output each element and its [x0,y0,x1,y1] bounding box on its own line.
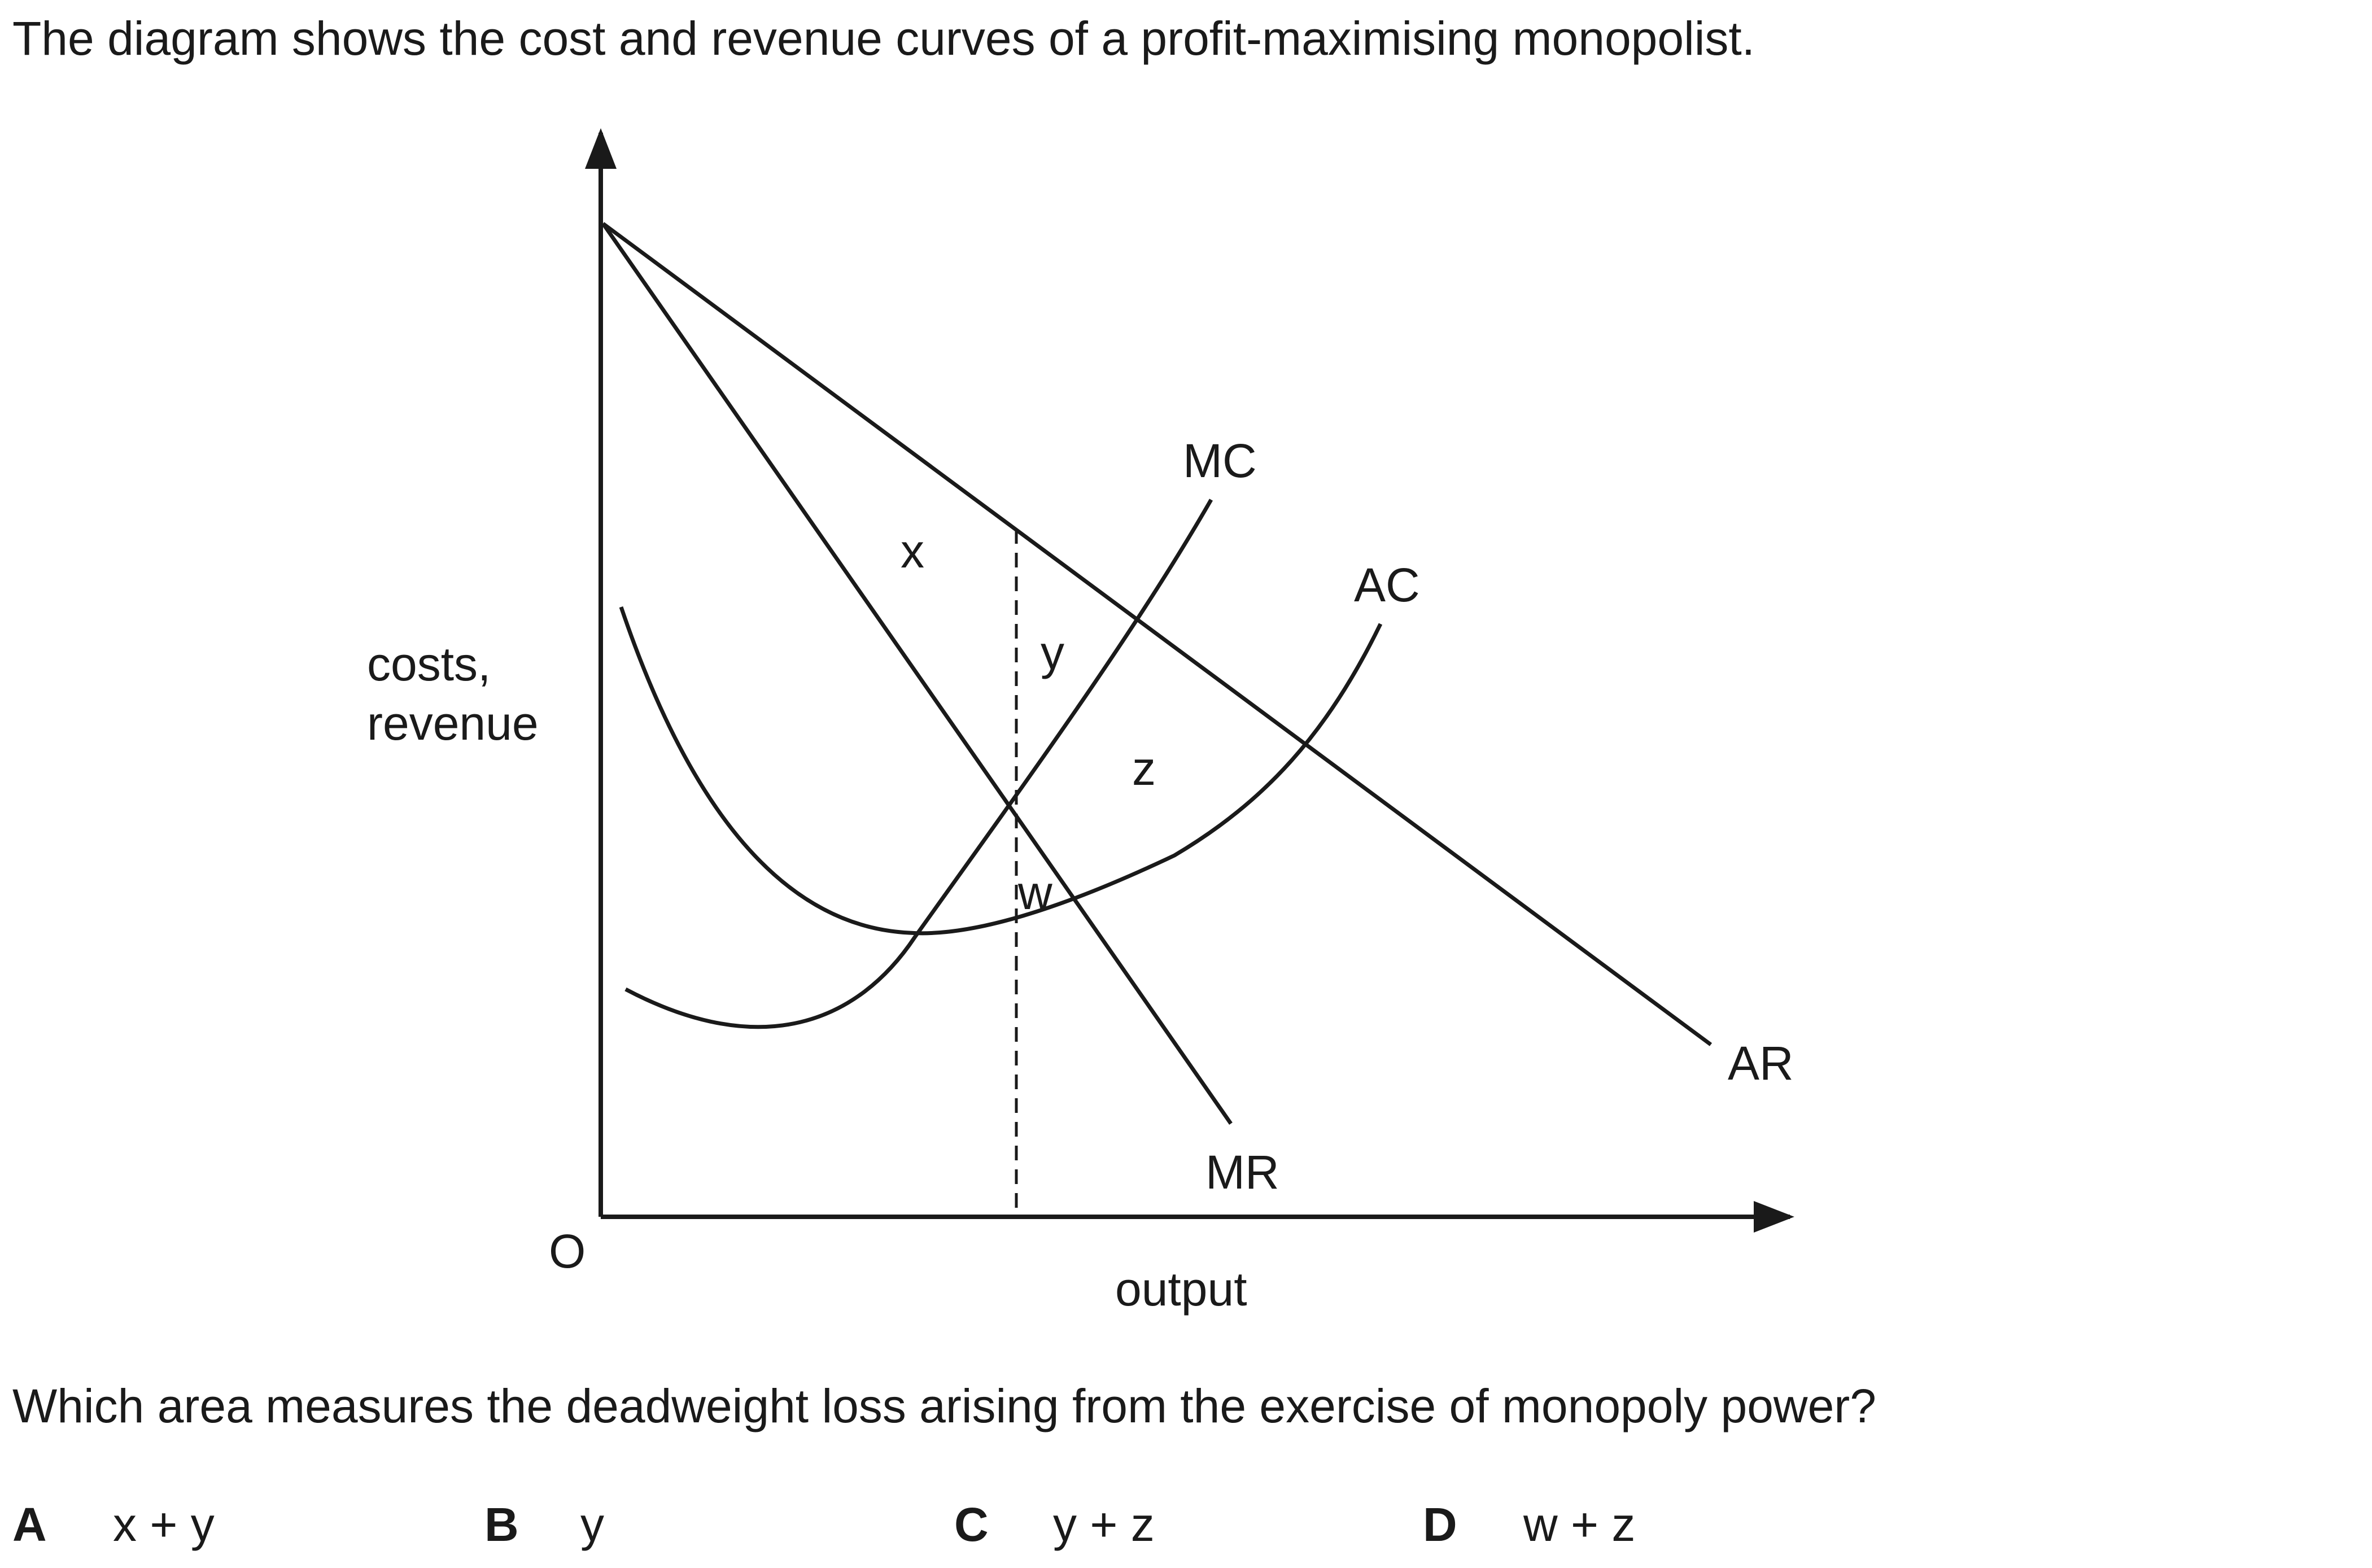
mc-label: MC [1183,434,1257,487]
option-d[interactable]: D w + z [1423,1501,1457,1548]
ac-label: AC [1354,558,1420,612]
option-a-text: x + y [113,1501,215,1548]
option-a[interactable]: A x + y [12,1501,47,1548]
question-text: Which area measures the deadweight loss … [12,1382,1876,1430]
mc-curve [626,500,1211,1027]
option-c-letter: C [954,1498,989,1551]
ac-curve [621,607,1381,933]
area-label-y: y [1041,626,1064,679]
area-label-w: w [1017,866,1052,919]
option-c-text: y + z [1053,1501,1155,1548]
y-axis-label-line2: revenue [367,697,539,750]
option-a-letter: A [12,1498,47,1551]
area-label-z: z [1132,742,1156,795]
option-b[interactable]: B y [484,1501,519,1548]
option-c[interactable]: C y + z [954,1501,989,1548]
option-d-letter: D [1423,1498,1457,1551]
option-b-letter: B [484,1498,519,1551]
origin-label: O [549,1225,586,1278]
mr-label: MR [1205,1146,1279,1199]
ar-label: AR [1728,1037,1794,1090]
ar-curve [603,224,1711,1045]
mr-curve [603,224,1231,1124]
option-d-text: w + z [1523,1501,1635,1548]
x-axis-label: output [1115,1263,1247,1316]
y-axis-label-line1: costs, [367,637,491,691]
area-label-x: x [901,525,924,578]
option-b-text: y [580,1501,604,1548]
